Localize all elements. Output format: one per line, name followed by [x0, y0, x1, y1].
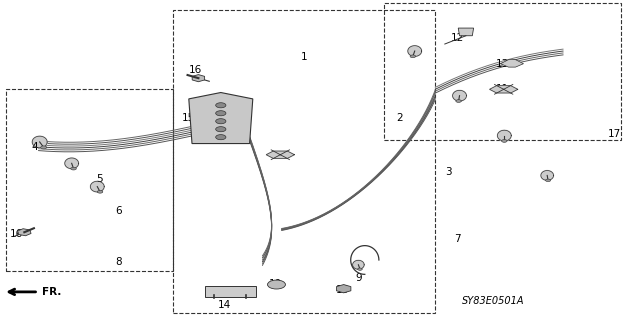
Polygon shape	[192, 75, 205, 82]
Polygon shape	[90, 181, 104, 192]
Polygon shape	[497, 130, 511, 141]
Text: 13: 13	[496, 59, 509, 69]
Circle shape	[97, 190, 103, 193]
Circle shape	[216, 119, 226, 124]
Circle shape	[268, 280, 285, 289]
Circle shape	[410, 55, 415, 58]
Text: 9: 9	[355, 272, 362, 283]
Polygon shape	[266, 151, 294, 158]
Polygon shape	[490, 86, 518, 93]
Polygon shape	[205, 286, 256, 297]
Text: FR.: FR.	[42, 287, 61, 297]
Text: 4: 4	[32, 142, 38, 152]
Text: 10: 10	[269, 279, 282, 289]
Text: 2: 2	[397, 113, 403, 123]
Circle shape	[216, 103, 226, 108]
Text: 5: 5	[96, 174, 102, 184]
Text: 11: 11	[496, 84, 509, 94]
Text: 3: 3	[445, 167, 451, 177]
Text: 16: 16	[189, 65, 202, 75]
Text: 6: 6	[115, 205, 122, 216]
Circle shape	[358, 268, 362, 270]
Polygon shape	[189, 93, 253, 144]
Circle shape	[545, 179, 550, 182]
Text: 14: 14	[218, 300, 230, 310]
Circle shape	[216, 111, 226, 116]
Polygon shape	[353, 260, 364, 269]
Polygon shape	[541, 171, 554, 180]
Text: 17: 17	[608, 129, 621, 139]
Circle shape	[41, 146, 47, 149]
Text: 12: 12	[451, 33, 464, 43]
Circle shape	[502, 139, 507, 142]
Text: 11: 11	[272, 151, 285, 161]
Text: 15: 15	[182, 113, 195, 123]
Polygon shape	[500, 60, 524, 67]
Polygon shape	[32, 136, 47, 148]
Polygon shape	[458, 28, 474, 36]
Text: 7: 7	[454, 234, 461, 244]
Polygon shape	[337, 285, 351, 293]
Text: SY83E0501A: SY83E0501A	[461, 296, 524, 307]
Circle shape	[216, 135, 226, 140]
Circle shape	[456, 100, 461, 102]
Polygon shape	[452, 90, 467, 101]
Text: 1: 1	[301, 52, 307, 63]
Polygon shape	[17, 229, 31, 236]
Polygon shape	[408, 46, 422, 56]
Text: 18: 18	[336, 285, 349, 295]
Polygon shape	[65, 158, 79, 169]
Text: 8: 8	[115, 256, 122, 267]
Text: 16: 16	[10, 229, 22, 240]
Circle shape	[216, 127, 226, 132]
Circle shape	[71, 167, 76, 170]
